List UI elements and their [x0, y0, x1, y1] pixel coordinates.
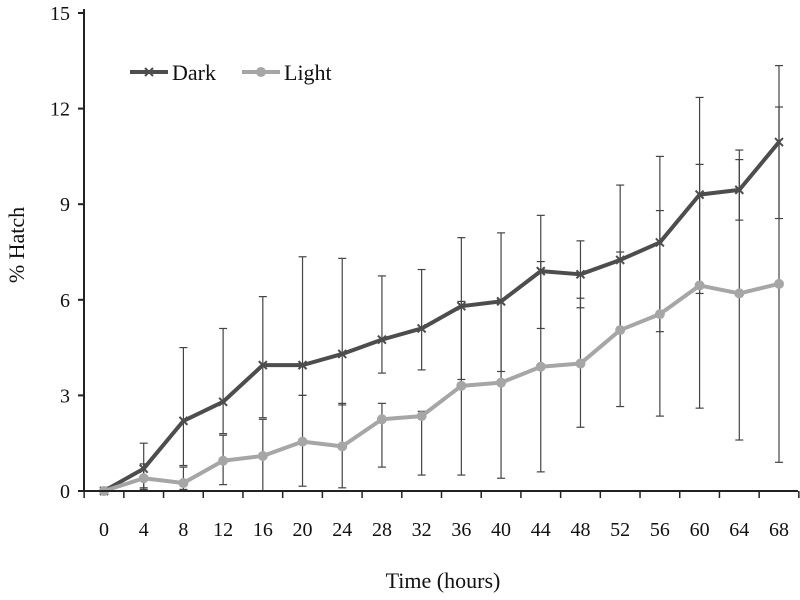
x-tick-label: 52 [610, 519, 630, 541]
data-point-dark [377, 334, 387, 345]
series-line-light [103, 281, 780, 493]
data-point-light [257, 450, 268, 461]
data-point-dark [774, 137, 784, 147]
marker-stroke [536, 266, 546, 276]
x-tick-label: 56 [650, 519, 670, 541]
data-point-light [734, 288, 745, 299]
data-point-light [774, 278, 784, 289]
data-point-dark [575, 269, 586, 280]
marker-stroke [575, 269, 586, 280]
data-point-light [218, 455, 229, 466]
marker-stroke [297, 360, 308, 370]
data-point-light [178, 478, 189, 489]
marker-stroke [734, 185, 745, 195]
data-point-light [654, 309, 665, 320]
data-point-dark [496, 296, 506, 307]
legend-item-light: Light [242, 60, 332, 85]
data-point-dark [655, 237, 665, 248]
x-tick-label: 32 [412, 519, 432, 541]
legend-label-dark: Dark [172, 60, 216, 85]
marker-stroke [655, 237, 665, 248]
data-point-dark [734, 185, 745, 195]
data-point-light [376, 414, 387, 425]
marker-stroke [258, 360, 268, 370]
data-point-dark [416, 323, 427, 334]
data-point-dark [694, 189, 705, 200]
x-tick-label: 16 [253, 519, 273, 541]
y-tick-label: 6 [60, 290, 70, 312]
x-tick-label: 40 [491, 519, 511, 541]
data-point-light [138, 473, 149, 484]
marker-stroke [377, 334, 387, 345]
data-point-light [496, 377, 507, 388]
marker-stroke [144, 67, 154, 77]
data-point-light [416, 411, 427, 422]
series-line-dark [103, 140, 781, 493]
y-tick-label: 12 [50, 99, 70, 121]
x-tick-label: 28 [372, 519, 392, 541]
x-tick-label: 68 [769, 519, 789, 541]
legend: Dark Light [130, 60, 332, 85]
marker-stroke [337, 349, 347, 359]
legend-marker-light [256, 67, 266, 77]
data-point-dark [536, 266, 546, 276]
marker-stroke [178, 416, 189, 426]
data-point-dark [337, 349, 347, 359]
x-tick-label: 0 [99, 519, 109, 541]
marker-stroke [416, 323, 427, 334]
series-layer [99, 137, 784, 496]
x-tick-label: 20 [293, 519, 313, 541]
x-axis-title: Time (hours) [386, 568, 501, 593]
marker-stroke [615, 255, 625, 265]
x-tick-label: 12 [213, 519, 233, 541]
legend-marker-dark [144, 67, 154, 77]
marker-stroke [694, 189, 705, 200]
x-tick-label: 64 [729, 519, 749, 541]
marker-stroke [774, 137, 784, 147]
y-axis-title: % Hatch [4, 207, 29, 283]
y-tick-label: 3 [60, 385, 70, 407]
data-point-dark [258, 360, 268, 370]
data-point-dark [297, 360, 308, 370]
x-tick-label: 4 [139, 519, 149, 541]
data-point-light [535, 361, 546, 372]
data-point-dark [138, 463, 149, 474]
x-tick-label: 60 [690, 519, 710, 541]
x-tick-label: 8 [178, 519, 188, 541]
marker-stroke [456, 301, 467, 311]
legend-label-light: Light [284, 60, 332, 85]
y-tick-label: 0 [60, 481, 70, 503]
data-point-light [575, 358, 586, 369]
y-tick-label: 15 [50, 3, 70, 25]
data-point-dark [218, 397, 228, 407]
x-tick-label: 36 [451, 519, 471, 541]
y-tick-label: 9 [60, 194, 70, 216]
marker-stroke [496, 296, 506, 307]
x-tick-label: 44 [531, 519, 551, 541]
data-point-dark [615, 255, 625, 265]
marker-stroke [138, 463, 149, 474]
axes [78, 9, 800, 498]
data-point-light [456, 380, 467, 391]
x-tick-label: 48 [570, 519, 590, 541]
data-point-light [297, 436, 308, 447]
legend-item-dark: Dark [130, 60, 216, 85]
x-tick-label: 24 [332, 519, 352, 541]
data-point-light [694, 280, 705, 291]
error-bars [139, 64, 783, 492]
data-point-dark [456, 301, 467, 311]
marker-stroke [218, 397, 228, 407]
data-point-light [337, 441, 348, 452]
data-point-dark [178, 416, 189, 426]
data-point-light [615, 325, 626, 336]
